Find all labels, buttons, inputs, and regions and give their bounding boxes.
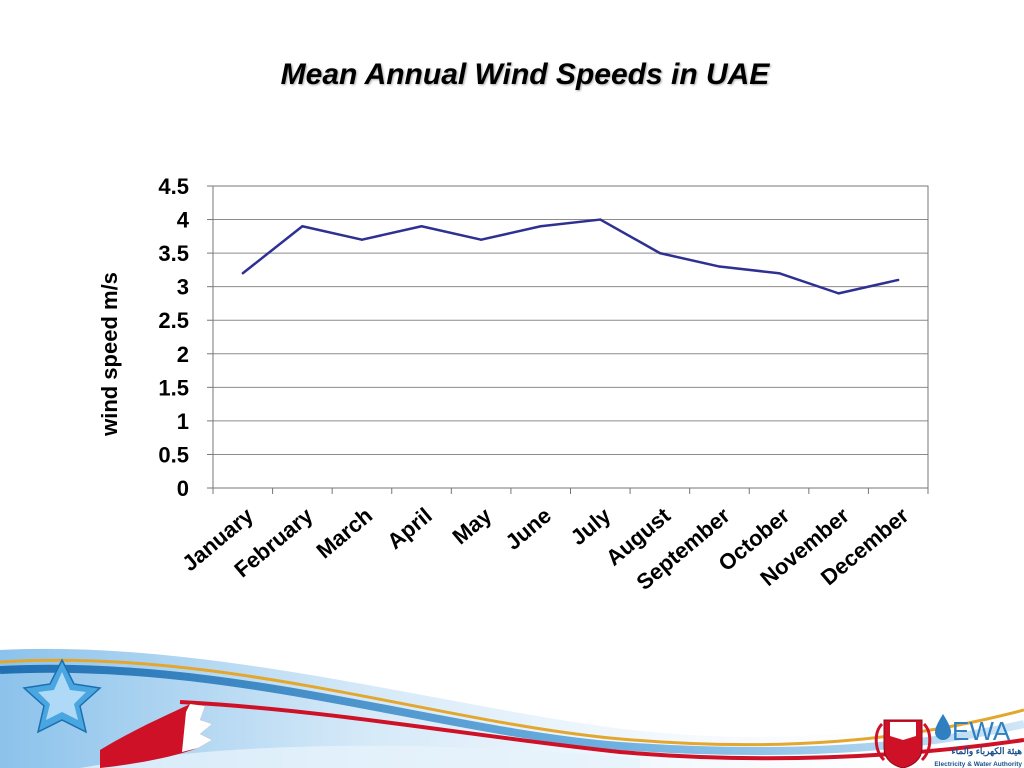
data-point (837, 292, 840, 295)
x-tick-label: May (447, 502, 496, 549)
data-point (479, 238, 483, 241)
y-tick-label: 2 (177, 342, 189, 367)
data-point (897, 278, 900, 282)
x-tick-label: June (501, 503, 556, 555)
y-tick-label: 3.5 (158, 241, 189, 266)
footer-banner: 2030 EWA هيئة الكهرباء والماء Electricit… (0, 648, 1024, 768)
bahrain-emblem-icon (874, 719, 932, 768)
slide-title: Mean Annual Wind Speeds in UAE (280, 58, 770, 91)
chart-gridlines (207, 185, 928, 489)
ewa-logo-text: EWA (952, 716, 1011, 746)
bahrain-flag-ribbon (100, 704, 212, 768)
y-tick-label: 0.5 (158, 442, 189, 467)
data-point (360, 238, 364, 241)
y-axis-tick-labels: 0 0.5 1 1.5 2 2.5 3 3.5 4 4.5 (158, 174, 189, 501)
data-point (301, 225, 304, 228)
y-tick-label: 1 (177, 409, 189, 434)
y-tick-label: 4 (177, 208, 190, 233)
y-tick-label: 3 (177, 275, 189, 300)
x-tick-label: March (311, 503, 377, 564)
ewa-arabic-name: هيئة الكهرباء والماء (951, 746, 1022, 757)
x-axis-ticks (212, 488, 929, 494)
chart-series (241, 218, 900, 295)
data-point (539, 225, 542, 228)
ewa-english-name: Electricity & Water Authority (934, 761, 1022, 768)
y-tick-label: 1.5 (158, 375, 189, 400)
y-axis-title: wind speed m/s (97, 272, 122, 437)
y-tick-label: 4.5 (158, 174, 189, 199)
series-line (242, 218, 899, 295)
line-chart: 0 0.5 1 1.5 2 2.5 3 3.5 4 4.5 JanuaryFebruaryMarc… (97, 174, 929, 595)
x-tick-label: July (566, 502, 616, 550)
data-point (599, 218, 602, 221)
y-tick-label: 2.5 (158, 308, 189, 333)
y-tick-label: 0 (177, 476, 189, 501)
data-point (658, 251, 662, 255)
data-point (420, 225, 423, 228)
ewa-logo: EWA هيئة الكهرباء والماء Electricity & W… (934, 714, 1022, 768)
crystal-star-icon (22, 658, 102, 734)
x-tick-label: April (382, 503, 436, 554)
data-point (777, 272, 781, 275)
data-point (241, 272, 244, 275)
data-point (718, 265, 721, 268)
